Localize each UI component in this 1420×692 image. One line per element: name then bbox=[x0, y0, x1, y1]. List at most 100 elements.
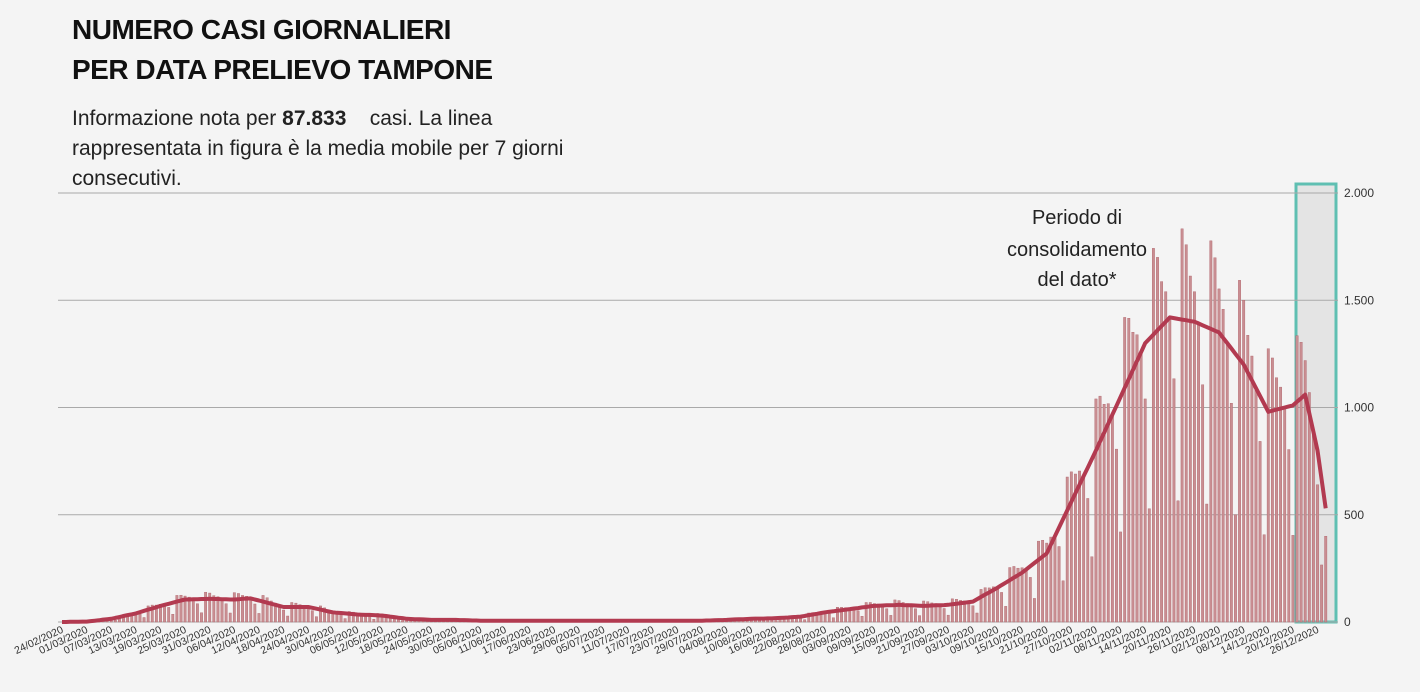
bar bbox=[232, 592, 236, 623]
bar bbox=[269, 600, 273, 623]
bar bbox=[1201, 384, 1205, 623]
bar bbox=[278, 605, 281, 623]
bar bbox=[979, 589, 983, 623]
bar bbox=[310, 610, 314, 623]
bar bbox=[1041, 540, 1045, 623]
bar bbox=[1082, 475, 1086, 623]
bar bbox=[208, 592, 212, 623]
bar bbox=[1312, 431, 1315, 623]
bar bbox=[319, 605, 322, 623]
bar bbox=[183, 595, 187, 623]
bar bbox=[1324, 536, 1328, 623]
bar bbox=[914, 608, 917, 623]
bar bbox=[1110, 414, 1114, 623]
bar bbox=[368, 616, 372, 623]
bar bbox=[983, 587, 987, 623]
bar bbox=[167, 607, 171, 623]
bar bbox=[261, 595, 265, 623]
bar bbox=[1180, 228, 1184, 623]
bar bbox=[881, 605, 885, 623]
bar bbox=[1250, 355, 1254, 623]
bar bbox=[195, 603, 199, 623]
bar bbox=[1229, 403, 1233, 623]
bar bbox=[901, 602, 905, 623]
bar bbox=[154, 604, 158, 623]
annotation: Periodo di bbox=[1032, 207, 1122, 229]
bar bbox=[1283, 407, 1287, 623]
bar bbox=[1123, 317, 1127, 623]
bar bbox=[306, 606, 310, 623]
y-tick-label: 2.000 bbox=[1344, 186, 1374, 200]
bar bbox=[191, 599, 195, 623]
bar bbox=[1279, 386, 1282, 623]
bar bbox=[1020, 567, 1024, 623]
bar bbox=[1172, 378, 1176, 623]
bar bbox=[372, 619, 376, 623]
bar bbox=[1000, 592, 1003, 623]
bar bbox=[991, 586, 995, 623]
bar bbox=[930, 602, 934, 623]
bar bbox=[1209, 240, 1213, 623]
bar bbox=[840, 606, 843, 623]
bar bbox=[942, 608, 946, 623]
annotation: del dato* bbox=[1038, 269, 1117, 291]
bar bbox=[237, 593, 240, 623]
bar bbox=[827, 613, 831, 623]
bar bbox=[1069, 471, 1073, 623]
bar bbox=[1275, 377, 1278, 623]
bar bbox=[1266, 348, 1270, 623]
bar bbox=[1242, 300, 1246, 623]
bar bbox=[339, 614, 343, 623]
bar bbox=[1057, 546, 1061, 623]
bar bbox=[187, 596, 191, 623]
bar bbox=[224, 603, 228, 623]
bar bbox=[142, 617, 146, 623]
bar bbox=[922, 600, 926, 623]
bar bbox=[113, 620, 117, 623]
moving-average-line bbox=[62, 315, 1328, 624]
title: NUMERO CASI GIORNALIERI bbox=[72, 14, 451, 45]
bar bbox=[1320, 564, 1324, 623]
bar bbox=[864, 602, 868, 623]
bar bbox=[1098, 395, 1102, 623]
bar bbox=[950, 598, 954, 623]
bar bbox=[1012, 566, 1016, 623]
bar bbox=[175, 595, 179, 623]
bar bbox=[774, 620, 778, 623]
total-cases: 87.833 bbox=[282, 107, 347, 130]
bar bbox=[1033, 598, 1036, 623]
bar bbox=[146, 605, 150, 623]
bar bbox=[1164, 291, 1168, 623]
bar bbox=[1135, 334, 1139, 623]
bar bbox=[860, 616, 864, 623]
bar bbox=[1221, 309, 1225, 623]
bar bbox=[1016, 567, 1020, 623]
subtitle-text: casi. La linea rappresentata in figura è… bbox=[72, 107, 564, 190]
bar bbox=[228, 612, 232, 623]
bar bbox=[1065, 476, 1069, 623]
bar bbox=[1024, 569, 1028, 623]
bar bbox=[893, 599, 897, 623]
bar bbox=[975, 612, 979, 623]
y-tick-label: 0 bbox=[1344, 615, 1351, 629]
bar bbox=[803, 619, 807, 623]
bar bbox=[1295, 335, 1299, 623]
bar bbox=[1234, 514, 1237, 623]
bar bbox=[1119, 531, 1122, 623]
bar bbox=[282, 609, 285, 623]
bar bbox=[401, 620, 404, 623]
bar bbox=[294, 602, 298, 623]
bar bbox=[286, 615, 290, 623]
title: PER DATA PRELIEVO TAMPONE bbox=[72, 54, 493, 85]
bar bbox=[836, 606, 839, 623]
bar bbox=[1307, 392, 1311, 623]
bar bbox=[1094, 398, 1098, 623]
subtitle: Informazione nota per 87.833 casi. La li… bbox=[72, 104, 582, 194]
bar bbox=[347, 611, 351, 623]
bar bbox=[150, 604, 154, 623]
bar bbox=[220, 599, 224, 623]
bar bbox=[1106, 403, 1110, 623]
bar bbox=[257, 613, 261, 623]
bar bbox=[1287, 449, 1291, 623]
bar bbox=[889, 615, 893, 623]
